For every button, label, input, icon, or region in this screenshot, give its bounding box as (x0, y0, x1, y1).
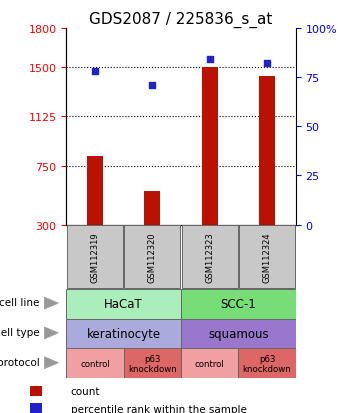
Text: p63
knockdown: p63 knockdown (128, 354, 177, 373)
Title: GDS2087 / 225836_s_at: GDS2087 / 225836_s_at (89, 12, 273, 28)
Bar (181, 349, 238, 378)
Polygon shape (45, 297, 58, 309)
Bar (87, 157, 103, 264)
Point (92, 69, 98, 75)
Bar (182, 226, 238, 288)
Text: keratinocyte: keratinocyte (87, 327, 161, 340)
Text: protocol: protocol (0, 357, 40, 367)
Bar (124, 349, 181, 378)
Text: percentile rank within the sample: percentile rank within the sample (71, 404, 246, 413)
Text: GSM112324: GSM112324 (262, 232, 272, 282)
Point (207, 57, 212, 64)
Bar (66, 289, 181, 319)
Bar (202, 68, 218, 264)
Text: HaCaT: HaCaT (104, 297, 143, 311)
Bar (66, 319, 181, 349)
Bar (181, 319, 296, 349)
Point (265, 61, 270, 67)
Bar (124, 226, 181, 288)
Polygon shape (45, 327, 58, 339)
Bar (144, 191, 160, 264)
Text: control: control (195, 359, 225, 368)
Text: p63
knockdown: p63 knockdown (243, 354, 291, 373)
Text: cell type: cell type (0, 327, 40, 337)
Text: cell line: cell line (0, 297, 40, 307)
Bar (239, 226, 295, 288)
Text: GSM112320: GSM112320 (148, 232, 157, 282)
Text: squamous: squamous (208, 327, 269, 340)
Polygon shape (45, 357, 58, 369)
Bar (67, 226, 123, 288)
Bar (66, 349, 124, 378)
Bar (259, 77, 275, 264)
Text: count: count (71, 386, 100, 396)
Text: GSM112323: GSM112323 (205, 232, 214, 282)
Point (150, 83, 155, 89)
Bar (181, 289, 296, 319)
Text: control: control (80, 359, 110, 368)
Bar (238, 349, 296, 378)
Bar (30, 386, 42, 396)
Bar (30, 404, 42, 413)
Text: SCC-1: SCC-1 (221, 297, 256, 311)
Text: GSM112319: GSM112319 (90, 232, 100, 282)
